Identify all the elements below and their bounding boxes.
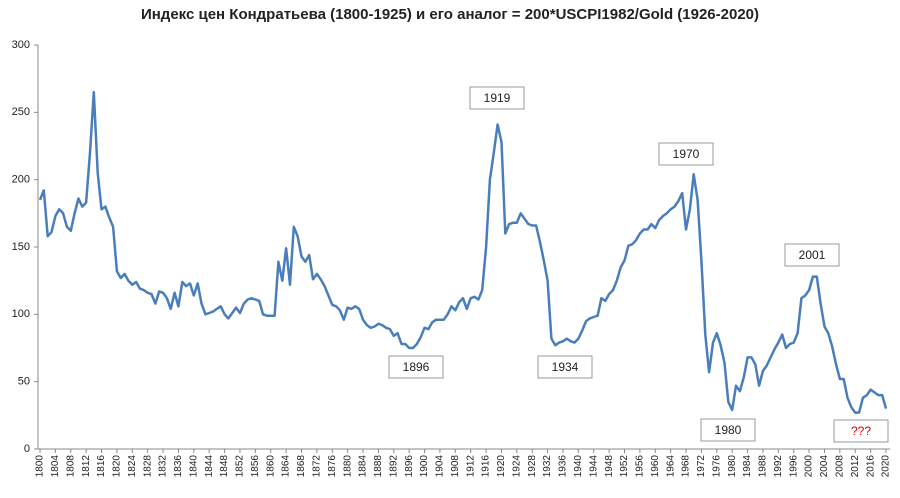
x-tick-label: 1972: [696, 455, 707, 478]
x-tick-label: 1880: [342, 455, 353, 478]
y-tick-label: 250: [12, 106, 30, 118]
x-tick-label: 1956: [635, 455, 646, 478]
x-tick-label: 1840: [188, 455, 199, 478]
data-line: [38, 90, 888, 414]
x-tick-label: 1936: [558, 455, 569, 478]
x-tick-label: 2008: [834, 455, 845, 478]
x-tick-label: 1896: [404, 455, 415, 478]
x-tick-label: 1916: [481, 455, 492, 478]
y-tick-label: 0: [24, 443, 30, 455]
y-tick-label: 50: [18, 376, 30, 388]
annotation-box: [469, 86, 525, 110]
x-tick-label: 1988: [758, 455, 769, 478]
x-tick-label: 1824: [127, 455, 138, 478]
x-tick-label: 1800: [35, 455, 46, 478]
x-tick-label: 1848: [219, 455, 230, 478]
x-tick-label: 2004: [819, 455, 830, 478]
x-tick-label: 1964: [665, 455, 676, 478]
x-tick-label: 1860: [265, 455, 276, 478]
annotation: 1980: [715, 423, 742, 437]
x-tick-label: 1812: [81, 455, 92, 478]
x-tick-label: 1944: [588, 455, 599, 478]
x-tick-label: 1924: [511, 455, 522, 478]
x-tick-label: 1852: [235, 455, 246, 478]
x-tick-label: 1864: [281, 455, 292, 478]
x-tick-label: 1820: [112, 455, 123, 478]
x-tick-label: 1984: [742, 455, 753, 478]
x-tick-label: 1920: [496, 455, 507, 478]
x-tick-label: 1892: [388, 455, 399, 478]
x-tick-label: 1960: [650, 455, 661, 478]
annotation-box: [784, 243, 840, 267]
x-tick-label: 1968: [681, 455, 692, 478]
y-tick-label: 100: [12, 308, 30, 320]
annotation-box: [833, 419, 889, 443]
x-tick-label: 2012: [850, 455, 861, 478]
annotation: 2001: [799, 248, 826, 262]
x-tick-label: 1808: [65, 455, 76, 478]
x-tick-label: 1912: [465, 455, 476, 478]
x-tick-label: 1940: [573, 455, 584, 478]
x-tick-label: 1904: [435, 455, 446, 478]
x-tick-label: 2000: [804, 455, 815, 478]
x-tick-label: 1996: [788, 455, 799, 478]
y-tick-label: 300: [12, 39, 30, 51]
x-tick-label: 1872: [312, 455, 323, 478]
annotation: 1934: [552, 360, 579, 374]
x-tick-label: 1992: [773, 455, 784, 478]
x-tick-label: 1900: [419, 455, 430, 478]
annotation-box: [700, 418, 756, 442]
annotation-box: [537, 355, 593, 379]
x-tick-label: 1816: [96, 455, 107, 478]
x-tick-label: 1876: [327, 455, 338, 478]
y-tick-label: 150: [12, 241, 30, 253]
x-tick-label: 1836: [173, 455, 184, 478]
annotation: 1896: [403, 360, 430, 374]
annotation-box: [658, 142, 714, 166]
x-tick-label: 1888: [373, 455, 384, 478]
annotation: 1970: [673, 147, 700, 161]
x-tick-label: 1980: [727, 455, 738, 478]
x-tick-label: 1832: [158, 455, 169, 478]
y-tick-label: 200: [12, 174, 30, 186]
annotation: 1919: [484, 91, 511, 105]
x-tick-label: 1952: [619, 455, 630, 478]
x-tick-label: 1932: [542, 455, 553, 478]
x-tick-label: 1844: [204, 455, 215, 478]
chart-title: Индекс цен Кондратьева (1800-1925) и его…: [141, 6, 759, 23]
x-tick-label: 1908: [450, 455, 461, 478]
annotation: ???: [851, 424, 871, 438]
x-tick-label: 2020: [881, 455, 892, 478]
x-tick-label: 1828: [142, 455, 153, 478]
x-tick-label: 1856: [250, 455, 261, 478]
x-tick-label: 1948: [604, 455, 615, 478]
annotation-box: [388, 355, 444, 379]
x-tick-label: 1804: [50, 455, 61, 478]
x-tick-label: 1868: [296, 455, 307, 478]
x-tick-label: 1884: [358, 455, 369, 478]
x-tick-label: 2016: [865, 455, 876, 478]
x-tick-label: 1976: [711, 455, 722, 478]
x-tick-label: 1928: [527, 455, 538, 478]
